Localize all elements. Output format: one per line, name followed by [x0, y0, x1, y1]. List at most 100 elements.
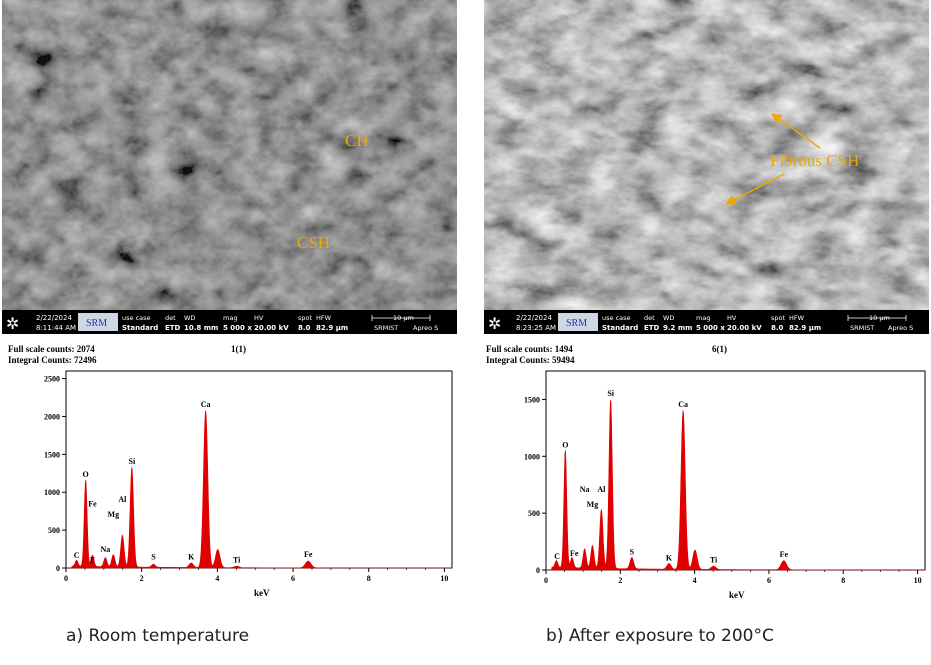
- x-tick-label: 4: [215, 574, 219, 583]
- sem-texture-b: [484, 0, 929, 310]
- scale-bar-label: 10 µm: [869, 314, 890, 322]
- y-tick-label: 1000: [524, 452, 540, 461]
- x-tick-label: 4: [693, 576, 697, 585]
- databar-spot-label: spot: [298, 314, 312, 322]
- peak-label: Ti: [233, 555, 241, 564]
- figure-panel-b: Fibrous CSH ✲ 2/22/2024 8:23:25 AM SRM u…: [484, 0, 931, 665]
- databar-institution: SRMIST: [850, 324, 874, 332]
- annotation-csh: CSH: [297, 233, 330, 252]
- databar-use-case: Standard: [122, 324, 158, 332]
- peak-label: Ti: [710, 556, 718, 565]
- x-tick-label: 10: [914, 576, 922, 585]
- x-tick-label: 0: [64, 574, 68, 583]
- databar-date: 2/22/2024: [516, 314, 552, 322]
- x-tick-label: 10: [440, 574, 448, 583]
- peak-label: K: [666, 553, 673, 562]
- databar-mag-label: mag: [223, 314, 237, 322]
- sem-texture-a: [2, 0, 457, 310]
- sem-shade-a: [2, 0, 457, 310]
- databar-wd-label: WD: [184, 314, 195, 322]
- databar-det-label: det: [165, 314, 176, 322]
- databar-hv-label: HV: [254, 314, 264, 322]
- databar-instrument: Apreo S: [413, 324, 438, 332]
- integral-counts: Integral Counts: 59494: [486, 355, 575, 365]
- peak-label: Fe: [570, 549, 579, 558]
- peak-label: C: [74, 551, 80, 560]
- peak-label: O: [83, 470, 89, 479]
- spectrum-trace: [546, 399, 926, 571]
- databar-wd: 9.2 mm: [663, 324, 692, 332]
- full-scale-counts: Full scale counts: 2074: [8, 344, 95, 354]
- x-axis-label: keV: [254, 588, 270, 598]
- peak-label: S: [151, 552, 156, 561]
- x-tick-label: 6: [767, 576, 771, 585]
- y-tick-label: 2000: [44, 412, 60, 421]
- peak-label: K: [188, 552, 195, 561]
- peak-label: Mg: [108, 510, 120, 519]
- peak-label: Ca: [678, 400, 688, 409]
- databar-mag: 5 000 x: [696, 324, 725, 332]
- peak-label: Si: [607, 389, 614, 398]
- databar-spot: 8.0: [298, 324, 311, 332]
- spectrum-label: 6(1): [712, 344, 727, 354]
- peak-label: Na: [580, 485, 590, 494]
- scale-bar-label: 10 µm: [393, 314, 414, 322]
- databar-mag: 5 000 x: [223, 324, 252, 332]
- peak-label: Fe: [780, 550, 789, 559]
- spectrum-label: 1(1): [231, 344, 246, 354]
- peak-label: Si: [129, 457, 136, 466]
- full-scale-counts: Full scale counts: 1494: [486, 344, 573, 354]
- x-tick-label: 8: [841, 576, 845, 585]
- srm-logo: SRM: [86, 318, 107, 329]
- databar-hfw: 82.9 µm: [789, 324, 821, 332]
- peak-label: Al: [118, 495, 127, 504]
- plot-frame: [65, 370, 453, 569]
- y-tick-label: 500: [48, 526, 60, 535]
- peak-label: Ca: [201, 400, 211, 409]
- y-tick-label: 500: [528, 509, 540, 518]
- x-tick-label: 6: [291, 574, 295, 583]
- y-tick-label: 2500: [44, 375, 60, 384]
- peak-label: Na: [100, 545, 110, 554]
- databar-hfw: 82.9 µm: [316, 324, 348, 332]
- databar-institution: SRMIST: [374, 324, 398, 332]
- databar-spot-label: spot: [771, 314, 785, 322]
- caption-a: a) Room temperature: [66, 626, 250, 646]
- fei-logo-icon: ✲: [6, 314, 19, 333]
- databar-hv-label: HV: [727, 314, 737, 322]
- y-tick-label: 0: [56, 564, 60, 573]
- caption-b: b) After exposure to 200°C: [546, 626, 774, 646]
- sem-databar-a: ✲ 2/22/2024 8:11:44 AM SRM use case Stan…: [2, 310, 457, 334]
- databar-det: ETD: [165, 324, 181, 332]
- annotation-arrow-2: [725, 173, 785, 205]
- databar-hv: 20.00 kV: [254, 324, 289, 332]
- databar-det-label: det: [644, 314, 655, 322]
- sem-micrograph-b: Fibrous CSH ✲ 2/22/2024 8:23:25 AM SRM u…: [484, 0, 929, 334]
- peak-label: Fe: [88, 499, 97, 508]
- databar-wd-label: WD: [663, 314, 674, 322]
- y-tick-label: 1500: [44, 450, 60, 459]
- peak-label: C: [554, 552, 560, 561]
- sem-databar-b: ✲ 2/22/2024 8:23:25 AM SRM use case Stan…: [484, 310, 929, 334]
- scale-bar: 10 µm: [371, 314, 431, 322]
- databar-time: 8:23:25 AM: [516, 324, 556, 332]
- databar-spot: 8.0: [771, 324, 784, 332]
- x-tick-label: 2: [140, 574, 144, 583]
- peak-label: Fe: [304, 550, 313, 559]
- databar-wd: 10.8 mm: [184, 324, 218, 332]
- x-tick-label: 0: [544, 576, 548, 585]
- scale-bar: 10 µm: [847, 314, 907, 322]
- databar-use-case: Standard: [602, 324, 638, 332]
- databar-use-case-label: use case: [122, 314, 151, 322]
- x-tick-label: 2: [618, 576, 622, 585]
- peak-label: F: [90, 555, 95, 564]
- peak-label: Mg: [587, 500, 599, 509]
- spectrum-trace: [66, 410, 453, 569]
- peak-label: S: [630, 548, 635, 557]
- integral-counts: Integral Counts: 72496: [8, 355, 97, 365]
- fei-logo-icon: ✲: [488, 314, 501, 333]
- annotation-ch: CH: [345, 131, 369, 150]
- databar-det: ETD: [644, 324, 660, 332]
- y-tick-label: 0: [536, 566, 540, 575]
- databar-use-case-label: use case: [602, 314, 631, 322]
